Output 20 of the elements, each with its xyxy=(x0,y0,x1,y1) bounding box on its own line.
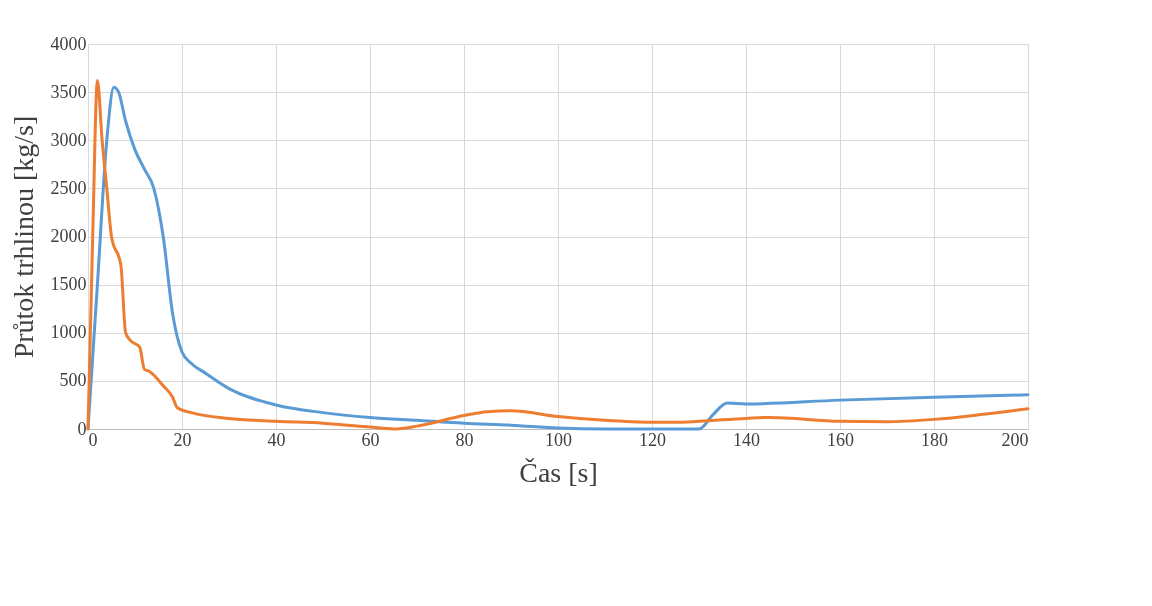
x-tick-label: 120 xyxy=(639,429,666,450)
y-axis-title: Průtok trhlinou [kg/s] xyxy=(7,115,39,359)
y-tick-label: 500 xyxy=(59,370,87,391)
x-tick-label: 80 xyxy=(455,429,474,450)
x-axis-title: Čas [s] xyxy=(519,456,598,488)
y-tick-label: 4000 xyxy=(50,33,87,54)
x-tick-label: 140 xyxy=(733,429,760,450)
x-tick-label: 200 xyxy=(1001,429,1029,450)
x-tick-label: 60 xyxy=(361,429,380,450)
y-tick-label: 3500 xyxy=(50,81,87,102)
x-tick-label: 20 xyxy=(173,429,192,450)
x-tick-label: 100 xyxy=(545,429,572,450)
y-tick-label: 3000 xyxy=(50,129,87,150)
x-tick-label: 160 xyxy=(827,429,854,450)
y-tick-label: 1500 xyxy=(50,274,87,295)
y-tick-label: 1000 xyxy=(50,322,87,343)
y-tick-label: 2500 xyxy=(50,177,87,198)
x-tick-label: 40 xyxy=(267,429,286,450)
y-tick-label: 2000 xyxy=(50,226,87,246)
x-tick-label: 180 xyxy=(921,429,948,450)
